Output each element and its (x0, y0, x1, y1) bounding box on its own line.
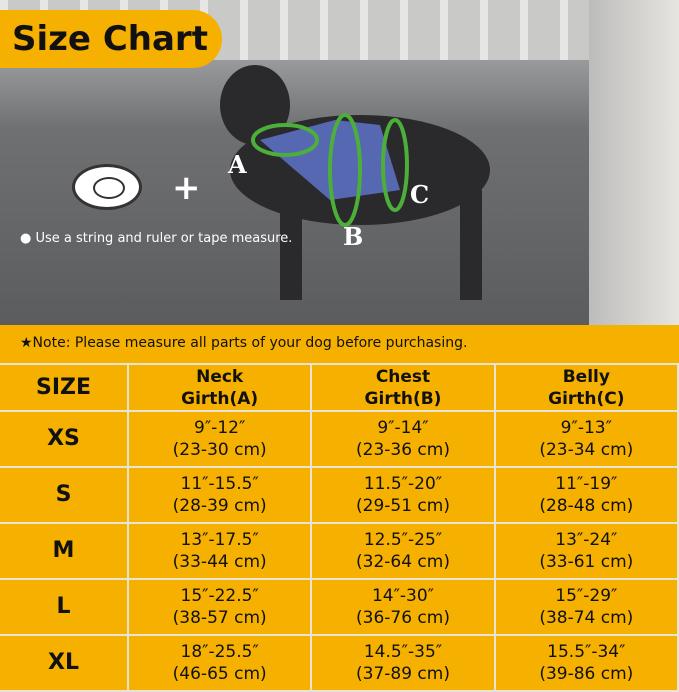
chest-cell: 11.5″-20″ (29-51 cm) (310, 466, 496, 524)
page-title: Size Chart (0, 10, 222, 68)
belly-cell: 11″-19″ (28-48 cm) (493, 466, 679, 524)
neck-cell: 18″-25.5″ (46-65 cm) (126, 634, 313, 692)
size-table: SIZE Neck Girth(A) Chest Girth(B) Belly Gir… (0, 363, 679, 692)
chest-cell: 9″-14″ (23-36 cm) (310, 410, 496, 468)
label-b: B (343, 222, 364, 251)
neck-cell: 11″-15.5″ (28-39 cm) (126, 466, 313, 524)
neck-cell: 15″-22.5″ (38-57 cm) (126, 578, 313, 636)
size-cell: M (0, 522, 129, 580)
belly-cell: 15.5″-34″ (39-86 cm) (493, 634, 679, 692)
header-size: SIZE (0, 363, 129, 412)
dog-photo: A B C + ● Use a string and ruler or tape… (0, 0, 679, 325)
plus-icon: + (172, 168, 201, 208)
belly-cell: 9″-13″ (23-34 cm) (493, 410, 679, 468)
header-belly: Belly Girth(C) (493, 363, 679, 412)
dog-illustration (220, 65, 490, 300)
table-row: M 13″-17.5″ (33-44 cm) 12.5″-25″ (32-64 cm) 1… (0, 522, 679, 580)
table-row: S 11″-15.5″ (28-39 cm) 11.5″-20″ (29-51 cm) 1… (0, 466, 679, 524)
neck-cell: 9″-12″ (23-30 cm) (126, 410, 313, 468)
neck-cell: 13″-17.5″ (33-44 cm) (126, 522, 313, 580)
belly-cell: 13″-24″ (33-61 cm) (493, 522, 679, 580)
table-header: SIZE Neck Girth(A) Chest Girth(B) Belly Gir… (0, 363, 679, 412)
size-cell: S (0, 466, 129, 524)
size-cell: L (0, 578, 129, 636)
label-a: A (228, 150, 247, 179)
label-c: C (410, 180, 430, 209)
header-neck: Neck Girth(A) (126, 363, 313, 412)
wall (589, 0, 679, 325)
note: ★Note: Please measure all parts of your … (0, 325, 679, 363)
table-row: L 15″-22.5″ (38-57 cm) 14″-30″ (36-76 cm) 15″… (0, 578, 679, 636)
size-cell: XL (0, 634, 129, 692)
chest-cell: 14.5″-35″ (37-89 cm) (310, 634, 496, 692)
tape-measure-icon (72, 164, 142, 210)
size-cell: XS (0, 410, 129, 468)
belly-cell: 15″-29″ (38-74 cm) (493, 578, 679, 636)
table-row: XS 9″-12″ (23-30 cm) 9″-14″ (23-36 cm) 9″-13″… (0, 410, 679, 468)
chest-cell: 14″-30″ (36-76 cm) (310, 578, 496, 636)
table-row: XL 18″-25.5″ (46-65 cm) 14.5″-35″ (37-89 cm)… (0, 634, 679, 692)
measure-tip: ● Use a string and ruler or tape measure… (20, 231, 293, 246)
header-chest: Chest Girth(B) (310, 363, 496, 412)
chest-cell: 12.5″-25″ (32-64 cm) (310, 522, 496, 580)
